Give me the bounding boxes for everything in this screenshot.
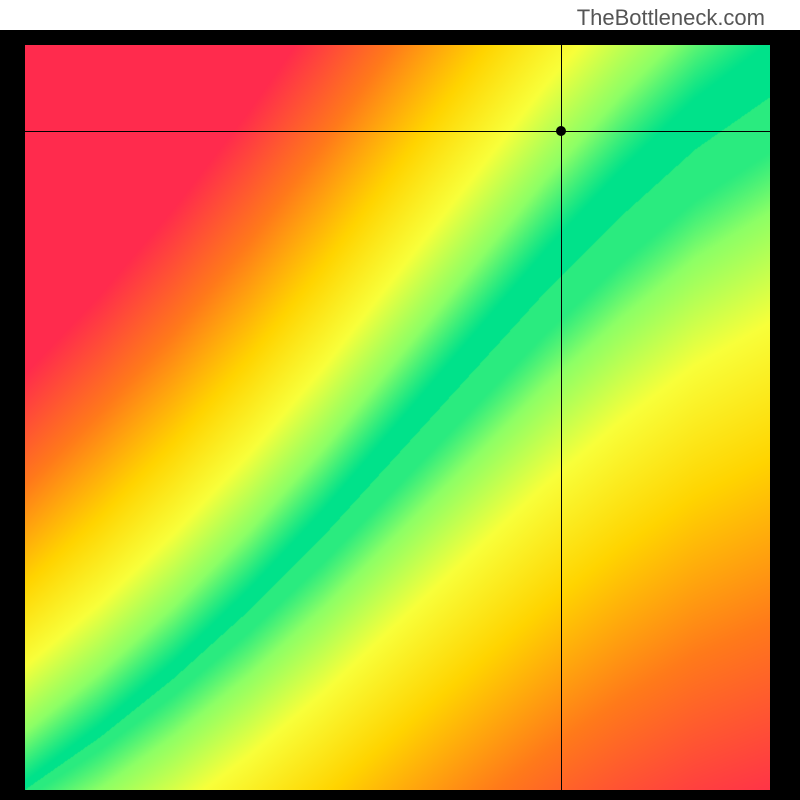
- chart-frame: [0, 30, 800, 800]
- marker-point: [556, 126, 566, 136]
- heatmap-canvas: [25, 45, 770, 790]
- crosshair-horizontal: [25, 131, 770, 132]
- watermark-text: TheBottleneck.com: [577, 5, 765, 31]
- crosshair-vertical: [561, 45, 562, 790]
- chart-container: TheBottleneck.com: [0, 0, 800, 800]
